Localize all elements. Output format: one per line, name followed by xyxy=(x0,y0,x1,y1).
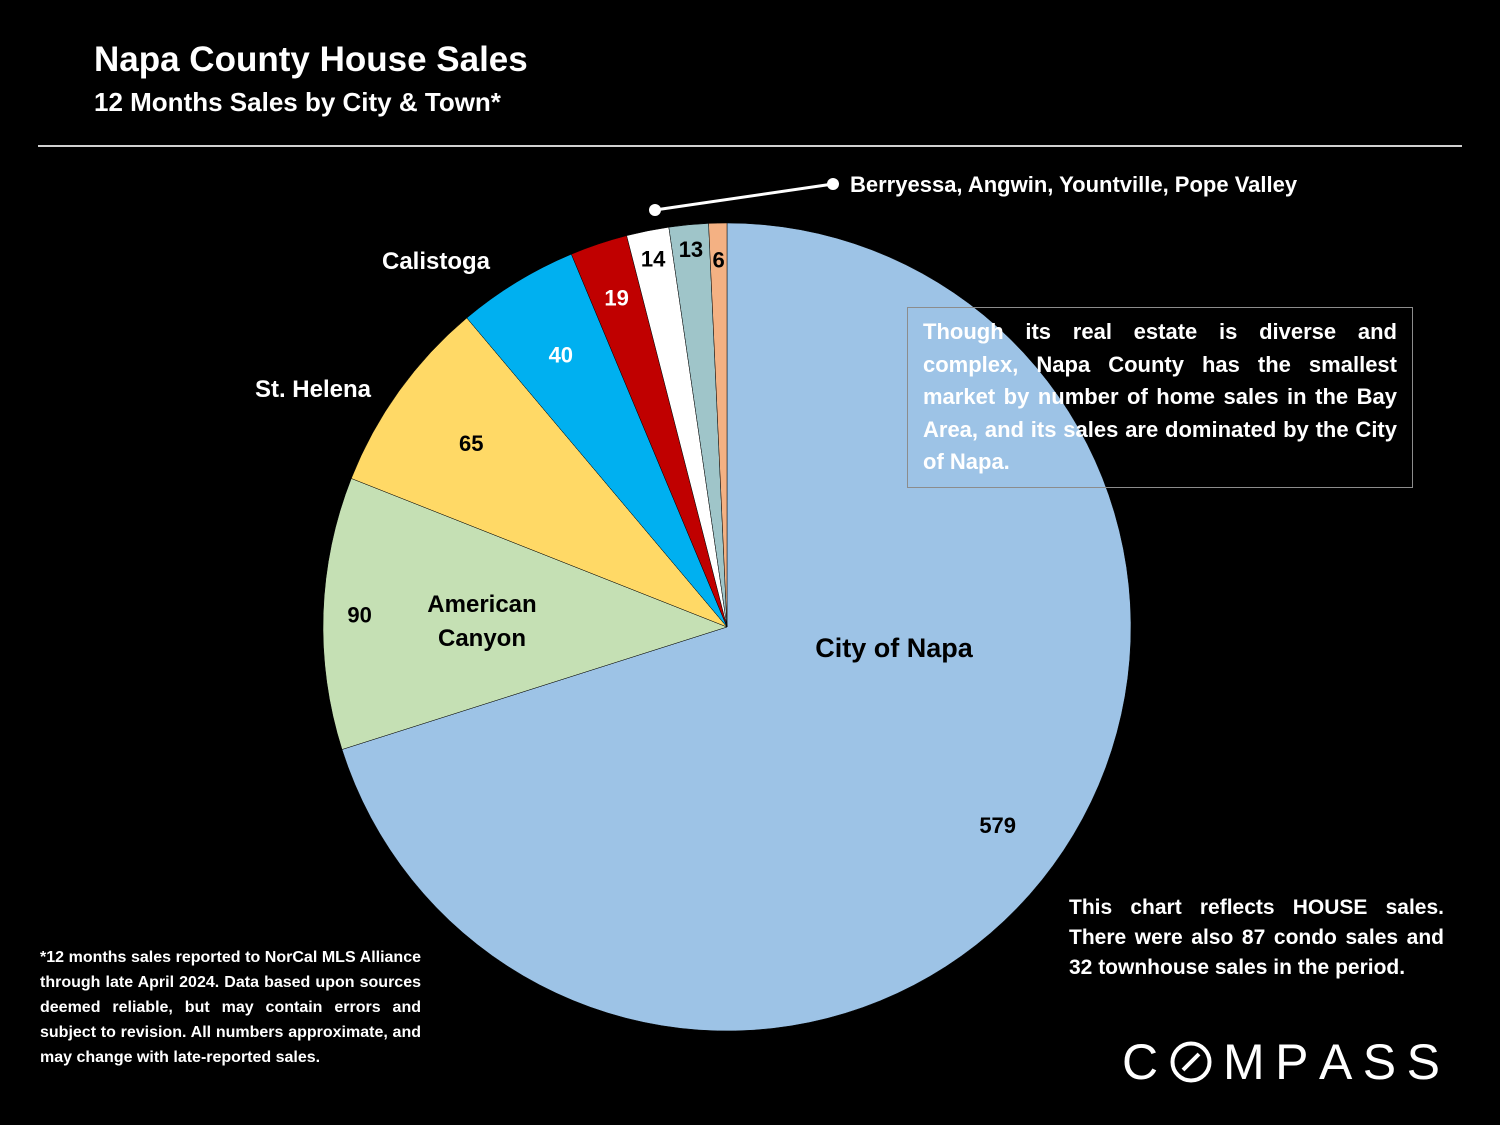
category-label-st-helena: St. Helena xyxy=(255,376,372,403)
pie-slice-other-7 xyxy=(708,222,728,628)
data-label: 90 xyxy=(347,602,371,627)
house-sales-note: This chart reflects HOUSE sales. There w… xyxy=(1069,896,1444,979)
data-label: 65 xyxy=(459,431,483,456)
data-label: 19 xyxy=(604,286,628,311)
pie-slice-st-helena xyxy=(350,317,728,628)
compass-logo: C M P A S S xyxy=(1122,1030,1440,1094)
logo-letter-s2: S xyxy=(1406,1034,1440,1090)
chart-title: Napa County House Sales xyxy=(94,40,528,79)
logo-letter-a: A xyxy=(1318,1034,1353,1090)
data-label: 6 xyxy=(712,247,724,272)
logo-letter-c: C xyxy=(1122,1034,1159,1090)
pie-slice-american-canyon xyxy=(322,478,728,750)
leader-dot-start xyxy=(649,204,661,216)
compass-o-icon xyxy=(1170,1041,1212,1083)
data-label: 579 xyxy=(979,813,1016,838)
logo-letter-m: M xyxy=(1223,1034,1265,1090)
category-label-city-of-napa: City of Napa xyxy=(815,633,974,663)
data-label: 13 xyxy=(679,237,703,262)
pie-slice-city-of-napa xyxy=(341,222,1132,1032)
data-label: 40 xyxy=(549,343,573,368)
data-label: 14 xyxy=(641,247,666,272)
footnote: *12 months sales reported to NorCal MLS … xyxy=(40,949,421,1066)
leader-line xyxy=(654,182,834,212)
logo-letter-s1: S xyxy=(1362,1034,1397,1090)
leader-dot-end xyxy=(827,178,839,190)
logo-letter-p: P xyxy=(1275,1034,1309,1090)
chart-subtitle: 12 Months Sales by City & Town* xyxy=(94,87,501,117)
category-label-calistoga: Calistoga xyxy=(382,248,491,275)
callout-box: Though its real estate is diverse and co… xyxy=(907,307,1413,488)
small-slices-label: Berryessa, Angwin, Yountville, Pope Vall… xyxy=(850,172,1298,197)
title-divider xyxy=(38,145,1462,147)
category-label-american-canyon: American Canyon xyxy=(427,591,536,652)
